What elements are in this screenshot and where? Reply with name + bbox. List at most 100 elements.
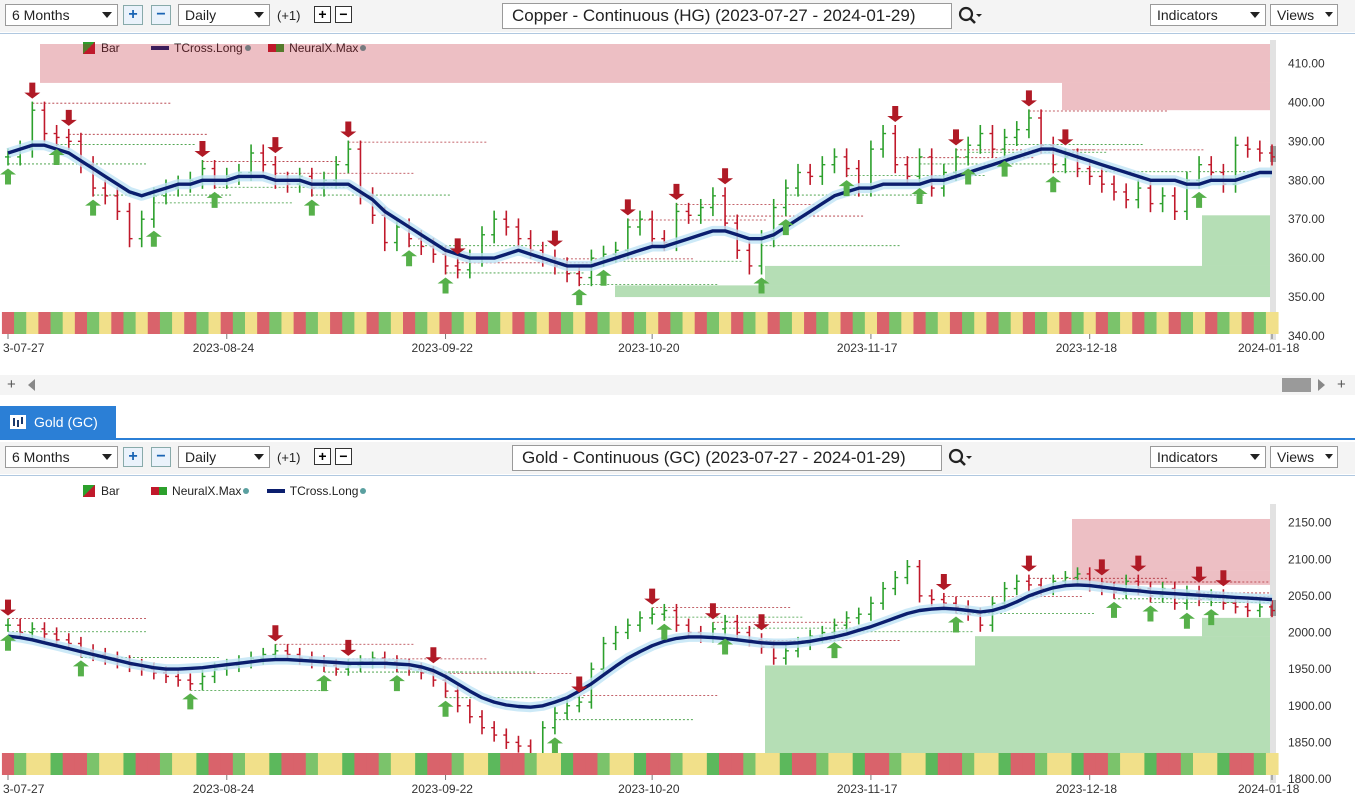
- regime-cell: [706, 753, 720, 775]
- regime-cell: [87, 312, 100, 334]
- x-tick-label: 3-07-27: [3, 341, 45, 355]
- copper-interval-select[interactable]: Daily: [178, 4, 270, 26]
- price-bar: [867, 596, 874, 621]
- regime-cell: [463, 753, 477, 775]
- gold-interval-select[interactable]: Daily: [178, 446, 270, 468]
- tab-gold[interactable]: Gold (GC): [0, 406, 116, 438]
- chevron-down-icon: [102, 12, 112, 18]
- copper-views-button[interactable]: Views: [1270, 4, 1338, 26]
- y-tick-label: 1850.00: [1288, 735, 1332, 749]
- price-bar: [491, 210, 498, 244]
- gold-chart[interactable]: 2150.00 2100.00 2050.00 2000.00 1950.00 1900.…: [0, 476, 1355, 809]
- add-offset-button[interactable]: +: [314, 448, 331, 465]
- price-bar: [880, 124, 887, 158]
- regime-cell: [366, 753, 380, 775]
- copper-chart[interactable]: 410.00 400.00 390.00 380.00 370.00 360.00 350.…: [0, 34, 1355, 374]
- vertical-scroll-thumb: [1270, 146, 1276, 162]
- gold-views-button[interactable]: Views: [1270, 446, 1338, 468]
- offset-label: (+1): [277, 450, 301, 465]
- gold-indicators-button[interactable]: Indicators: [1150, 446, 1266, 468]
- expand-left-icon[interactable]: +: [7, 376, 16, 393]
- regime-cell: [1022, 753, 1036, 775]
- add-offset-button[interactable]: +: [314, 6, 331, 23]
- regime-cell: [1095, 753, 1109, 775]
- price-bar: [138, 210, 145, 248]
- horizontal-scrollbar[interactable]: + +: [0, 375, 1355, 395]
- regime-cell: [14, 312, 27, 334]
- regime-cell: [1132, 312, 1145, 334]
- buy-arrow-icon: [72, 660, 89, 677]
- sell-arrow-icon: [948, 129, 964, 146]
- regime-cell: [694, 312, 708, 334]
- price-bar: [41, 101, 48, 143]
- regime-cell: [281, 753, 295, 775]
- chevron-down-icon: [1325, 454, 1333, 459]
- buy-arrow-icon: [0, 168, 16, 185]
- regime-cell: [937, 753, 951, 775]
- regime-cell: [986, 753, 1000, 775]
- regime-cell: [147, 753, 161, 775]
- sell-arrow-icon: [1057, 129, 1074, 146]
- price-bar: [53, 124, 60, 147]
- price-bar: [722, 614, 729, 636]
- copper-indicators-button[interactable]: Indicators: [1150, 4, 1266, 26]
- regime-cell: [390, 312, 404, 334]
- regime-cell: [1205, 753, 1218, 775]
- buy-arrow-icon: [182, 693, 199, 710]
- buy-arrow-icon: [571, 289, 588, 306]
- expand-right-icon[interactable]: +: [1337, 376, 1346, 393]
- regime-cell: [488, 312, 501, 334]
- search-icon[interactable]: [958, 6, 982, 26]
- copper-period-select[interactable]: 6 Months: [5, 4, 118, 26]
- regime-cell: [305, 753, 319, 775]
- regime-cell: [1156, 312, 1170, 334]
- price-bar: [187, 673, 194, 691]
- settings-dot-icon[interactable]: [360, 44, 367, 51]
- regime-cell: [269, 312, 282, 334]
- chart-icon: [10, 415, 26, 429]
- zoom-in-button[interactable]: +: [123, 5, 143, 25]
- gold-symbol-title[interactable]: Gold - Continuous (GC) (2023-07-27 - 202…: [512, 445, 942, 471]
- gold-period-select[interactable]: 6 Months: [5, 446, 118, 468]
- regime-cell: [585, 753, 598, 775]
- price-bar: [661, 603, 668, 621]
- tcross-legend-label: TCross.Long: [289, 483, 359, 498]
- search-icon[interactable]: [948, 448, 972, 468]
- regime-cell: [791, 753, 805, 775]
- regime-cell: [609, 753, 623, 775]
- zoom-out-button[interactable]: −: [151, 447, 171, 467]
- buy-arrow-icon: [777, 219, 794, 236]
- regime-cell: [974, 312, 987, 334]
- buy-arrow-icon: [303, 199, 320, 216]
- regime-cell: [378, 753, 392, 775]
- settings-dot-icon[interactable]: [243, 487, 250, 494]
- zoom-in-button[interactable]: +: [123, 447, 143, 467]
- settings-dot-icon[interactable]: [244, 44, 251, 51]
- settings-dot-icon[interactable]: [360, 487, 367, 494]
- scroll-left-icon[interactable]: [28, 379, 35, 391]
- remove-offset-button[interactable]: −: [335, 448, 352, 465]
- price-bar: [466, 699, 473, 724]
- buy-arrow-icon: [996, 160, 1013, 177]
- regime-cell: [1132, 753, 1145, 775]
- regime-cell: [1168, 753, 1182, 775]
- copper-symbol-title[interactable]: Copper - Continuous (HG) (2023-07-27 - 2…: [502, 3, 952, 29]
- y-tick-label: 380.00: [1288, 173, 1325, 187]
- price-bar: [904, 560, 911, 585]
- regime-cell: [949, 753, 963, 775]
- regime-cell: [196, 312, 210, 334]
- scroll-thumb[interactable]: [1282, 378, 1311, 392]
- buy-arrow-icon: [388, 675, 405, 692]
- copper-period-value: 6 Months: [12, 7, 70, 23]
- scroll-right-icon[interactable]: [1318, 379, 1325, 391]
- price-bar: [819, 156, 826, 185]
- regime-cell: [828, 753, 842, 775]
- remove-offset-button[interactable]: −: [335, 6, 352, 23]
- regime-cell: [1059, 753, 1072, 775]
- sell-arrow-icon: [546, 230, 563, 247]
- zoom-out-button[interactable]: −: [151, 5, 171, 25]
- x-tick-label: 2023-08-24: [193, 341, 255, 355]
- regime-cell: [257, 753, 270, 775]
- sell-arrow-icon: [571, 676, 588, 693]
- price-bar: [928, 148, 935, 197]
